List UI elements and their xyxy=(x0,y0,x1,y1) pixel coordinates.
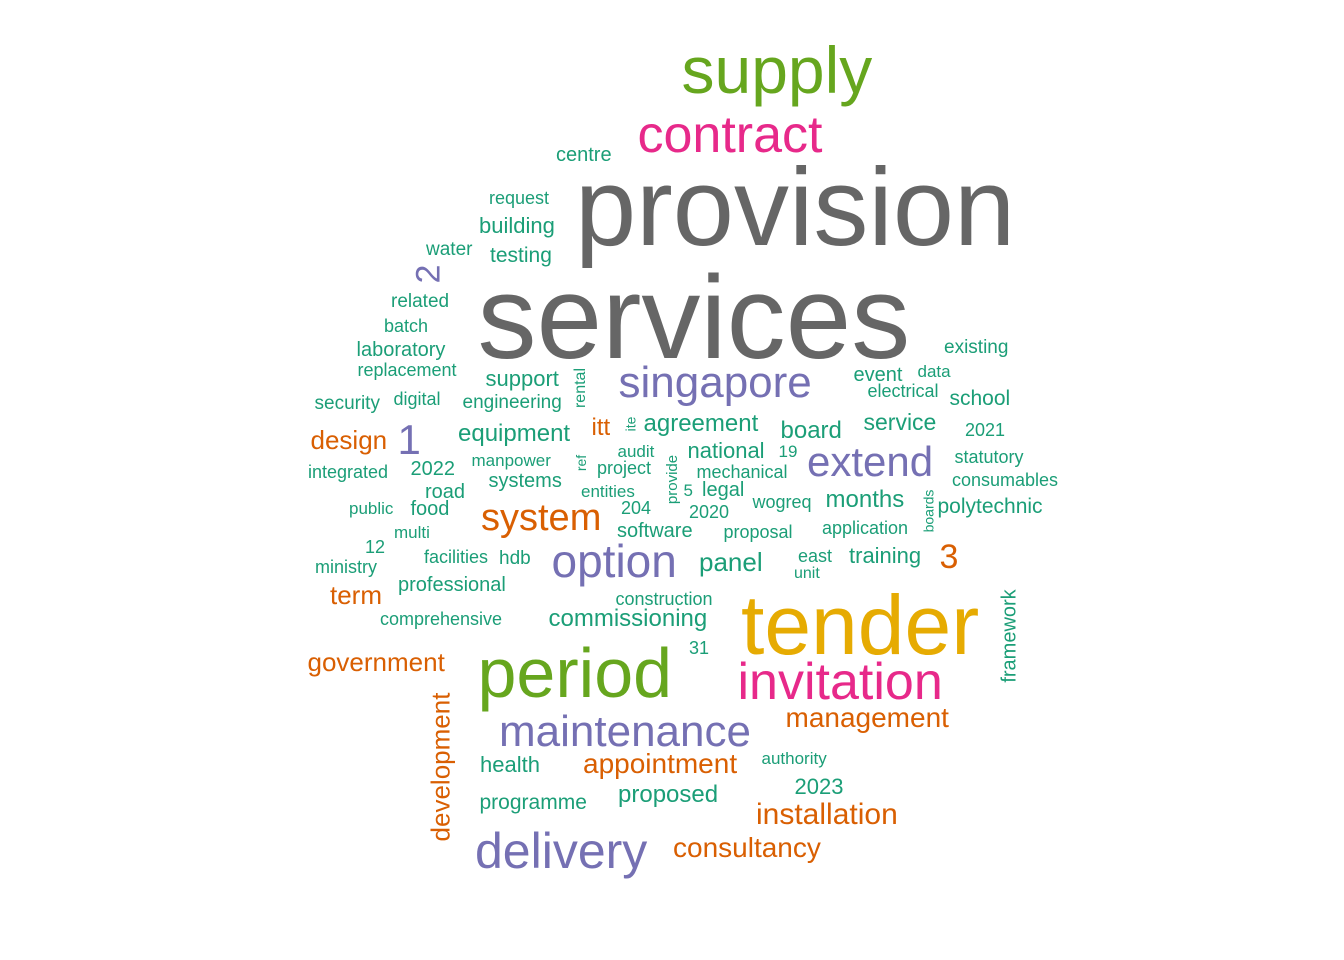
word-mechanical: mechanical xyxy=(696,462,788,482)
word-data: data xyxy=(917,361,951,381)
word-wogreq: wogreq xyxy=(752,492,812,512)
word-health: health xyxy=(480,752,540,777)
word-agreement: agreement xyxy=(643,410,759,437)
word-provide: provide xyxy=(663,454,681,504)
word-204: 204 xyxy=(621,498,652,518)
word-laboratory: laboratory xyxy=(356,339,446,361)
word-entities: entities xyxy=(581,481,635,501)
word-term: term xyxy=(330,580,382,610)
word-development: development xyxy=(424,692,455,842)
word-service: service xyxy=(863,408,937,435)
word-east: east xyxy=(798,546,833,566)
word-extend: extend xyxy=(807,438,934,485)
word-food: food xyxy=(410,498,450,520)
word-maintenance: maintenance xyxy=(499,707,751,756)
word-electrical: electrical xyxy=(867,381,939,401)
word-panel: panel xyxy=(699,547,763,577)
word-digital: digital xyxy=(393,389,441,409)
word-event: event xyxy=(853,364,903,386)
word-manpower: manpower xyxy=(471,450,551,470)
word-related: related xyxy=(391,290,450,312)
word-installation: installation xyxy=(756,798,898,831)
word-provision: provision xyxy=(575,146,1016,269)
word-support: support xyxy=(485,366,559,391)
word-public: public xyxy=(349,498,394,518)
word-months: months xyxy=(825,486,905,513)
word-audit: audit xyxy=(617,441,655,461)
word-school: school xyxy=(949,386,1011,410)
word-itt: itt xyxy=(591,414,611,441)
word-national: national xyxy=(687,438,765,463)
word-option: option xyxy=(551,535,677,587)
word-government: government xyxy=(307,647,445,677)
word-facilities: facilities xyxy=(424,547,489,567)
word-integrated: integrated xyxy=(308,462,389,482)
word-engineering: engineering xyxy=(462,391,562,413)
word-commissioning: commissioning xyxy=(548,605,708,632)
word-services: services xyxy=(477,252,911,384)
word-construction: construction xyxy=(615,589,713,609)
word-appointment: appointment xyxy=(583,748,738,779)
word-testing: testing xyxy=(490,243,552,267)
word-programme: programme xyxy=(479,790,587,814)
word-19: 19 xyxy=(778,441,798,461)
word-centre: centre xyxy=(556,144,612,166)
word-5: 5 xyxy=(683,480,693,500)
word-polytechnic: polytechnic xyxy=(937,494,1043,518)
word-road: road xyxy=(425,481,466,503)
word-2022: 2022 xyxy=(410,458,456,480)
word-comprehensive: comprehensive xyxy=(380,609,503,629)
word-authority: authority xyxy=(761,748,827,768)
word-consultancy: consultancy xyxy=(673,832,821,863)
word-3: 3 xyxy=(939,538,959,576)
word-batch: batch xyxy=(384,316,429,336)
word-legal: legal xyxy=(702,479,745,501)
word-singapore: singapore xyxy=(618,358,812,407)
word-proposed: proposed xyxy=(618,781,719,808)
word-building: building xyxy=(479,213,555,238)
word-training: training xyxy=(849,543,922,568)
word-management: management xyxy=(785,702,949,733)
word-equipment: equipment xyxy=(458,420,571,447)
word-1: 1 xyxy=(397,416,421,463)
word-proposal: proposal xyxy=(723,522,793,542)
word-period: period xyxy=(477,634,673,712)
word-ref: ref xyxy=(573,454,590,472)
word-ministry: ministry xyxy=(315,557,377,577)
word-professional: professional xyxy=(398,574,506,596)
word-project: project xyxy=(597,458,652,478)
word-2020: 2020 xyxy=(689,502,730,522)
word-consumables: consumables xyxy=(952,470,1059,490)
word-rental: rental xyxy=(572,367,590,409)
word-2: 2 xyxy=(408,264,447,284)
word-security: security xyxy=(314,392,380,414)
word-request: request xyxy=(489,188,550,208)
word-board: board xyxy=(780,417,842,444)
word-design: design xyxy=(310,425,388,455)
word-application: application xyxy=(822,518,909,538)
word-ite: ite xyxy=(621,416,638,432)
word-system: system xyxy=(481,497,602,539)
word-invitation: invitation xyxy=(737,653,943,711)
word-existing: existing xyxy=(944,336,1009,358)
word-12: 12 xyxy=(365,537,386,557)
word-software: software xyxy=(617,520,693,542)
word-statutory: statutory xyxy=(954,447,1024,467)
word-contract: contract xyxy=(637,106,823,164)
word-systems: systems xyxy=(488,470,562,492)
word-water: water xyxy=(426,238,473,260)
word-2021: 2021 xyxy=(965,420,1006,440)
word-replacement: replacement xyxy=(357,360,457,380)
word-multi: multi xyxy=(394,522,430,542)
word-hdb: hdb xyxy=(499,547,531,569)
word-delivery: delivery xyxy=(475,823,648,879)
word-31: 31 xyxy=(689,638,710,658)
word-boards: boards xyxy=(919,489,936,533)
word-supply: supply xyxy=(681,33,873,107)
word-framework: framework xyxy=(998,589,1021,683)
word-unit: unit xyxy=(794,565,820,582)
word-tender: tender xyxy=(741,578,980,672)
word-2023: 2023 xyxy=(794,774,844,799)
